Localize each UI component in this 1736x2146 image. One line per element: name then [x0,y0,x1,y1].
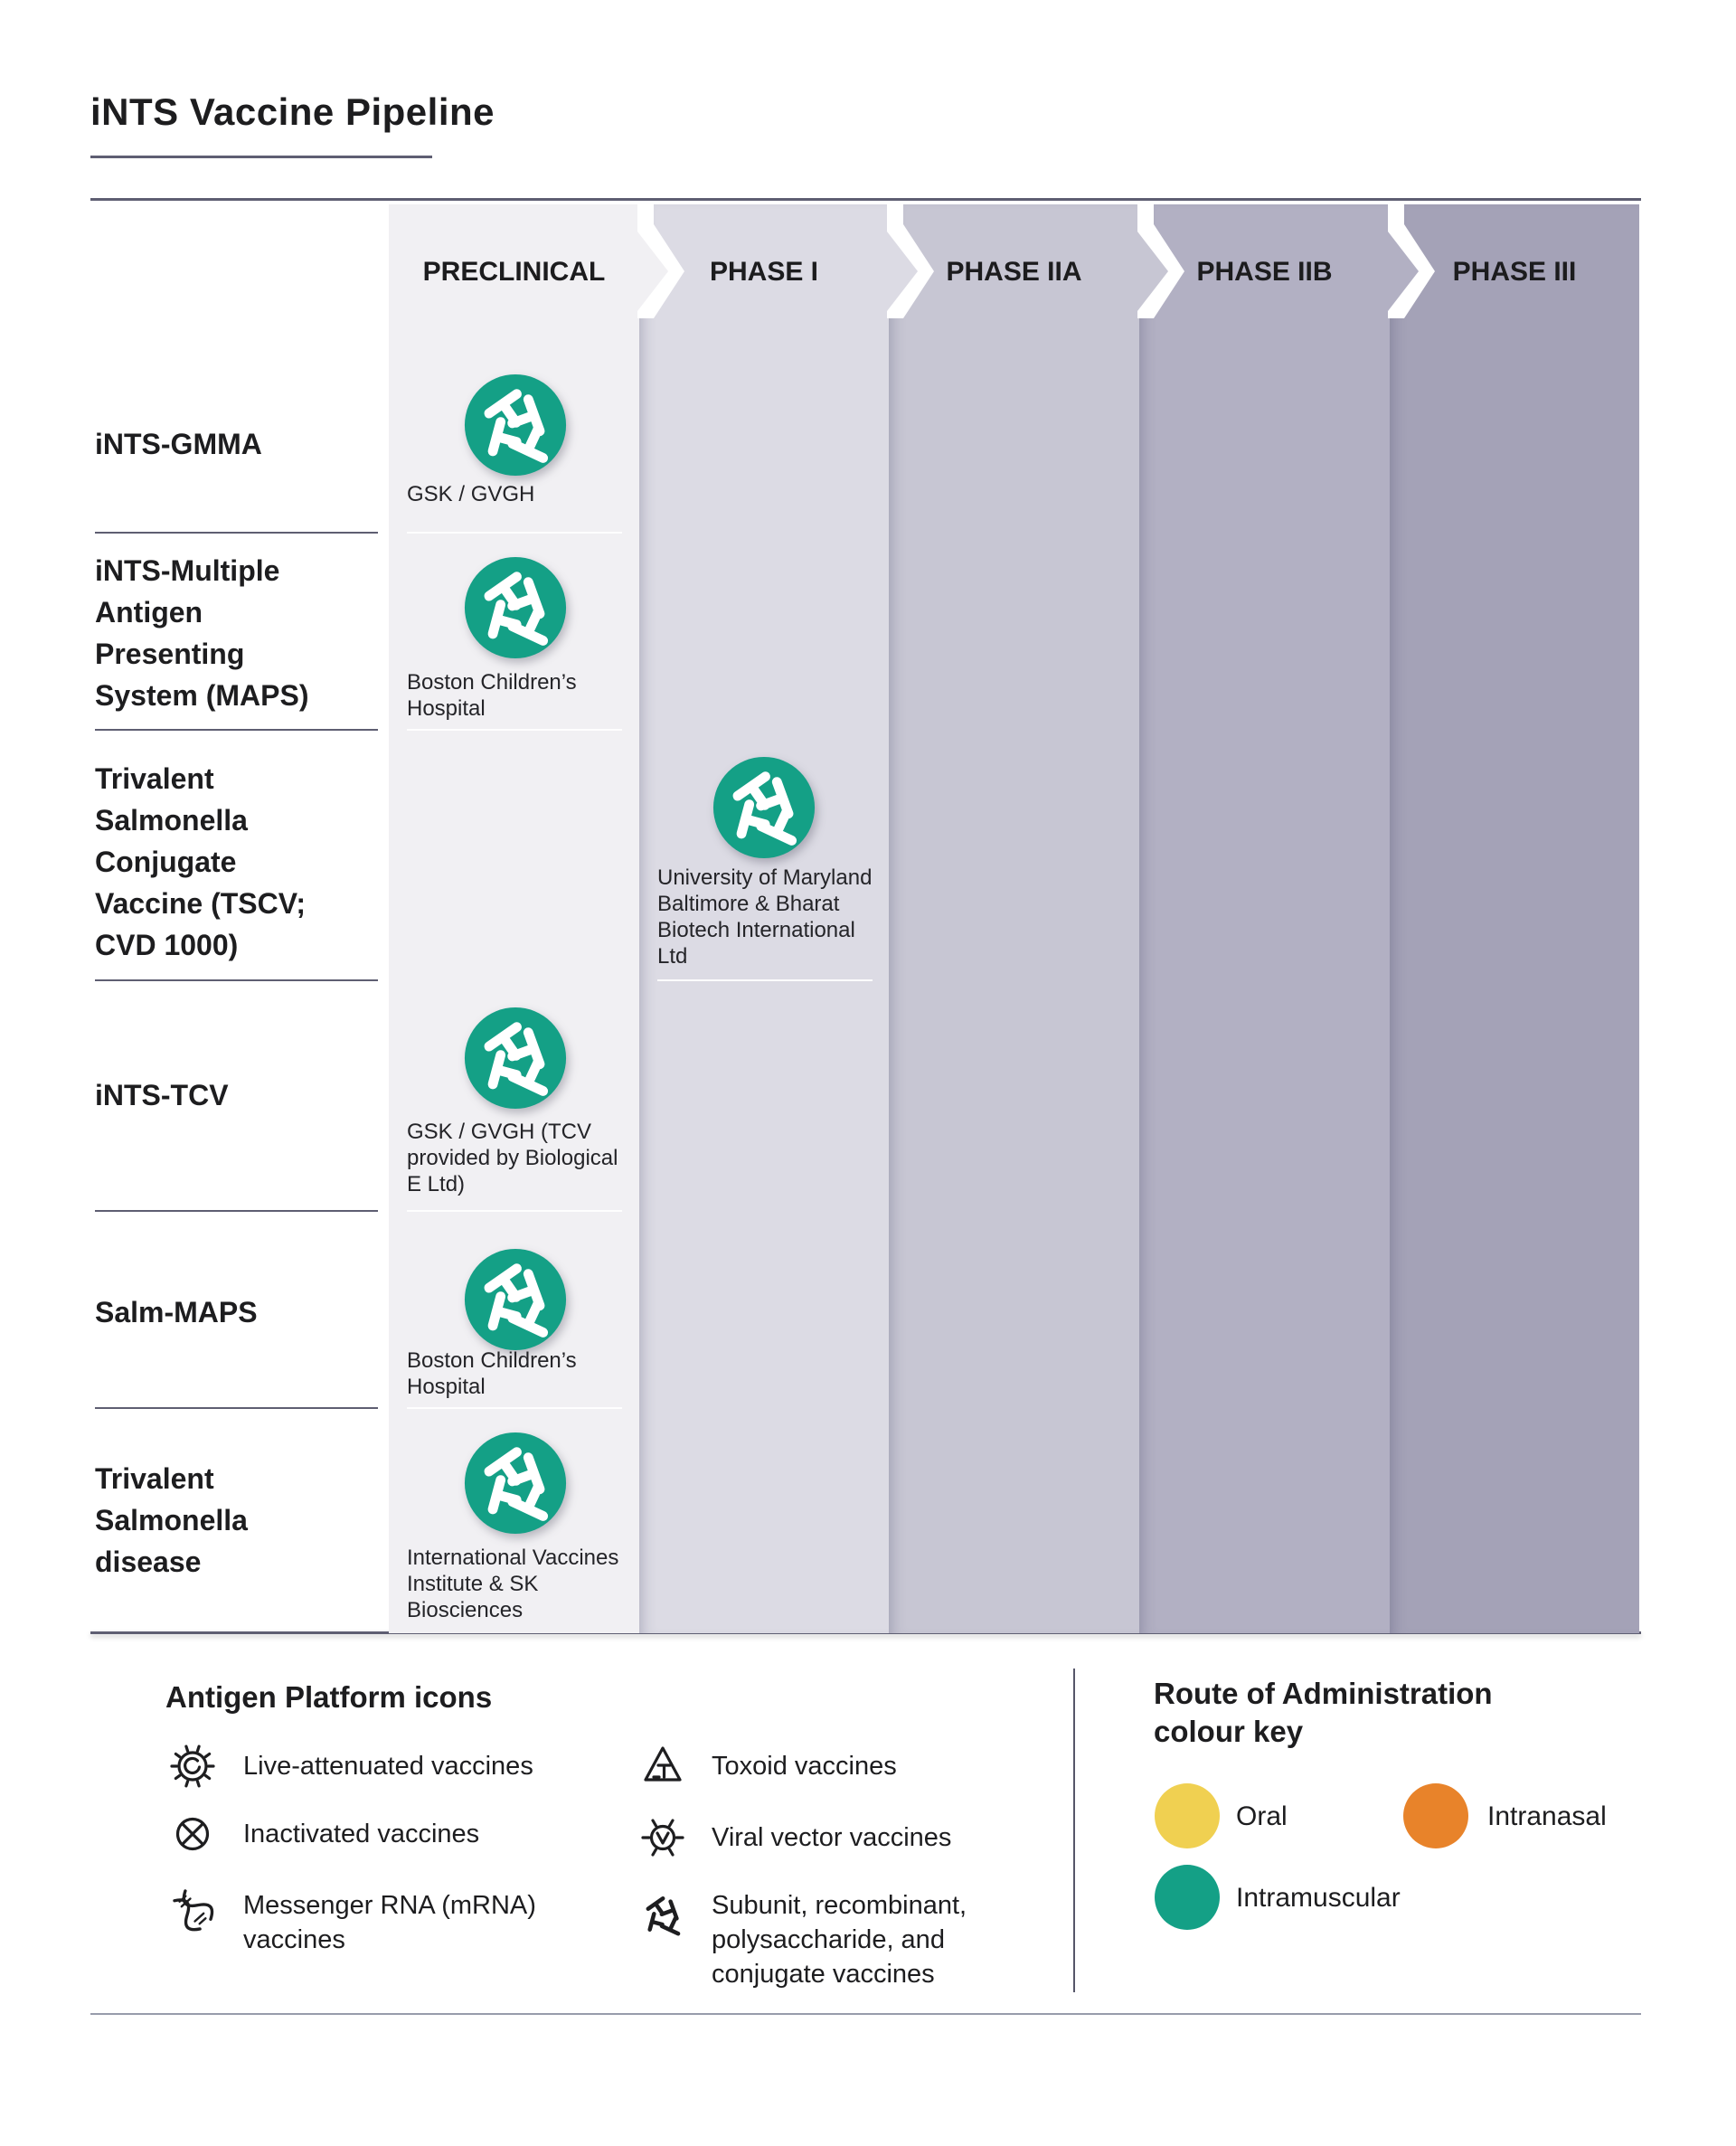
row-separator [95,729,378,731]
chevron-arrow-icon [637,232,668,311]
cell-separator [407,532,622,534]
organization-label: University of Maryland Baltimore & Bhara… [657,865,873,969]
row-label-maps: iNTS-Multiple Antigen Presenting System … [95,554,309,712]
row-separator [95,1407,378,1409]
column-phase3 [1390,204,1639,1633]
row-separator [95,1210,378,1212]
organization-label: Boston Children’s Hospital [407,670,577,721]
row-label-ints-tcv: iNTS-TCV [95,1079,229,1111]
legend-item-label: Inactivated vaccines [243,1820,480,1848]
row-label-tscv: Trivalent Salmonella Conjugate Vaccine (… [95,762,306,961]
organization-label: GSK / GVGH [407,482,535,506]
legend-item-label: Toxoid vaccines [712,1752,897,1781]
cell-separator [407,1407,622,1409]
viral-vector-icon [641,1819,684,1857]
row-label-ints-gmma: iNTS-GMMA [95,428,262,460]
phase-header-chevrons [637,204,1435,318]
route-label-intranasal: Intranasal [1487,1801,1607,1831]
route-label-oral: Oral [1236,1801,1288,1831]
vaccine-subunit-icon [711,754,817,861]
vaccine-subunit-icon [462,372,569,478]
vaccine-subunit-icon [462,1246,569,1353]
row-label-salm-maps: Salm-MAPS [95,1296,258,1328]
row-separator [95,532,378,534]
phase-header-preclinical: PRECLINICAL [422,257,606,287]
page-title: iNTS Vaccine Pipeline [90,90,495,133]
legend-item-label: Viral vector vaccines [712,1823,952,1852]
subunit-icon [646,1896,681,1936]
legend-bottom-line [90,2013,1641,2015]
toxoid-icon [644,1746,682,1782]
column-phase1 [639,204,889,1633]
vaccine-subunit-icon [462,1005,569,1111]
intranasal-route-dot-icon [1403,1783,1468,1848]
vaccine-subunit-icon [462,554,569,661]
intramuscular-route-dot-icon [1155,1865,1220,1930]
chevron-arrow-icon [1388,232,1419,311]
cell-separator [407,729,622,731]
cell-separator [657,979,873,981]
organization-label: Boston Children’s Hospital [407,1348,577,1399]
title-underline [90,156,432,158]
mrna-icon [173,1889,214,1932]
chevron-arrow-icon [887,232,918,311]
inactivated-icon [175,1817,210,1851]
organization-label: International Vaccines Institute & SK Bi… [407,1546,619,1622]
cell-separator [407,1210,622,1212]
phase-header-phase3: PHASE III [1452,257,1577,287]
column-phase2a [889,204,1139,1633]
legend-item-label: Subunit, recombinant, polysaccharide, an… [712,1891,967,1989]
legend-divider [1073,1669,1075,1992]
phase-header-phase1: PHASE I [709,257,819,287]
table-top-line [90,198,1641,201]
antigen-platform-heading: Antigen Platform icons [165,1680,493,1714]
row-label-trivalent-salmonella: Trivalent Salmonella disease [95,1462,248,1578]
phase-header-phase2a: PHASE IIA [946,257,1082,287]
route-label-intramuscular: Intramuscular [1236,1883,1401,1913]
legend-item-label: Live-attenuated vaccines [243,1752,533,1781]
vaccine-subunit-icon [462,1430,569,1536]
chevron-arrow-icon [1137,232,1168,311]
legend-item-label: Messenger RNA (mRNA) vaccines [243,1891,536,1954]
oral-route-dot-icon [1155,1783,1220,1848]
route-key-heading: Route of Administration colour key [1154,1677,1493,1748]
live-attenuated-icon [170,1744,215,1788]
organization-label: GSK / GVGH (TCV provided by Biological E… [407,1120,618,1196]
row-separator [95,979,378,981]
phase-header-phase2b: PHASE IIB [1196,257,1333,287]
column-phase2b [1139,204,1390,1633]
